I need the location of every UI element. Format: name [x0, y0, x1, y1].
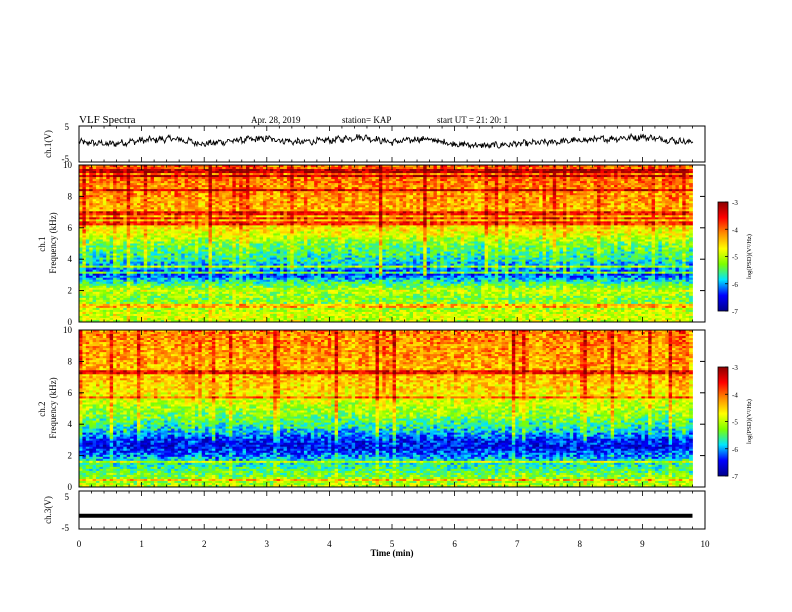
ch1-waveform-ylabel: ch.1(V)	[43, 130, 53, 158]
date-label: Apr. 28, 2019	[251, 115, 301, 125]
ch1-trace	[78, 134, 693, 148]
vlf-spectra-figure: VLF Spectra Apr. 28, 2019 station= KAP s…	[0, 0, 792, 612]
ch1-ytick-top: 5	[65, 122, 70, 132]
ch1-waveform-line	[79, 134, 692, 148]
ch1-data-point	[692, 142, 693, 143]
start-time-label: start UT = 21: 20: 1	[437, 115, 508, 125]
ch1-data-point	[110, 143, 111, 144]
ch1-spectrogram-image	[79, 165, 705, 322]
figure-title: VLF Spectra	[79, 114, 136, 126]
station-label: station= KAP	[342, 115, 391, 125]
ch1-waveform-panel: ch.1(V) 5 -5	[43, 122, 705, 164]
ch1-data-point	[298, 142, 299, 143]
